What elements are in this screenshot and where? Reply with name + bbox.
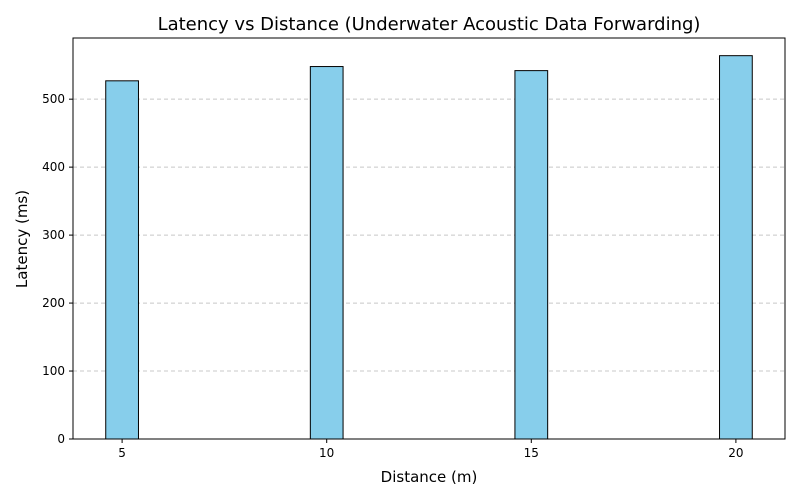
y-tick-label: 300 [42, 228, 65, 242]
bar-20 [719, 55, 753, 440]
y-tick-label: 500 [42, 92, 65, 106]
chart-title: Latency vs Distance (Underwater Acoustic… [158, 14, 701, 35]
y-tick-label: 200 [42, 296, 65, 310]
bar-5 [105, 80, 139, 440]
x-tick-label: 10 [319, 446, 334, 460]
y-tick-label: 400 [42, 160, 65, 174]
x-tick-label: 15 [524, 446, 539, 460]
x-axis-ticks: 5 10 15 20 [118, 439, 744, 460]
bar-15 [514, 70, 549, 440]
plot-frame [72, 37, 786, 440]
bar-10 [309, 66, 344, 440]
y-axis-label: Latency (ms) [13, 190, 31, 288]
y-axis-ticks: 0 100 200 300 400 500 [42, 92, 73, 446]
x-tick-label: 5 [118, 446, 126, 460]
y-tick-label: 0 [57, 432, 65, 446]
x-tick-label: 20 [728, 446, 743, 460]
y-tick-label: 100 [42, 364, 65, 378]
bars [105, 55, 753, 440]
x-axis-label: Distance (m) [381, 468, 478, 486]
grid-lines [73, 98, 785, 372]
